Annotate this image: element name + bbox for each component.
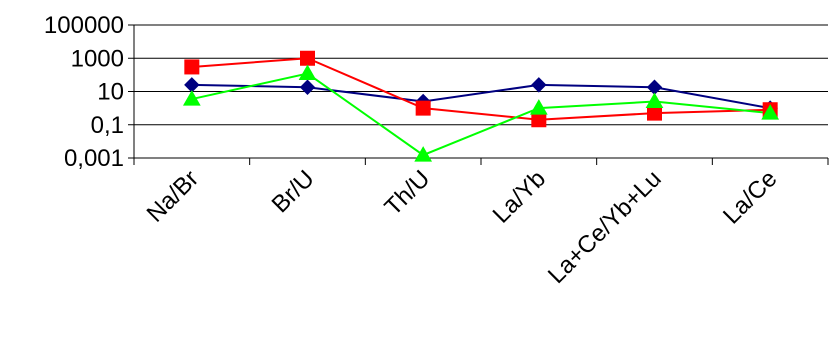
data-point-s3-3 <box>414 146 433 162</box>
series-line-2 <box>191 57 771 121</box>
x-tick-label: Th/U <box>380 165 436 221</box>
x-tick-label: La/Ce <box>718 165 782 229</box>
gridlines <box>134 24 828 159</box>
data-point-s2-5 <box>647 105 662 121</box>
series-line-3 <box>191 72 771 157</box>
y-tick-label: 100000 <box>44 12 124 39</box>
data-point-s1-4 <box>531 77 547 93</box>
series-group <box>182 50 780 162</box>
x-tick-label: La+Ce/Yb+Lu <box>543 165 667 289</box>
x-tick-label: La/Yb <box>488 165 551 228</box>
y-tick-label: 0,1 <box>91 112 124 139</box>
x-tick-label: Br/U <box>267 165 320 218</box>
data-point-s2-2 <box>300 50 315 66</box>
data-point-s2-3 <box>415 100 431 116</box>
data-point-s2-4 <box>531 112 547 128</box>
data-point-s3-4 <box>529 99 548 115</box>
x-tick-label: Na/Br <box>142 165 204 227</box>
data-point-s1-1 <box>184 77 200 93</box>
data-point-s1-2 <box>299 79 316 95</box>
data-point-s2-1 <box>184 59 200 75</box>
series-line-1 <box>191 83 771 110</box>
y-tick-label: 1000 <box>71 45 124 72</box>
data-point-s3-5 <box>645 92 664 109</box>
data-point-s3-6 <box>761 104 780 120</box>
y-axis-ticks: 0,001 0,1 10 1000 100000 <box>44 12 134 172</box>
data-point-s1-5 <box>646 79 663 95</box>
data-point-s3-2 <box>298 64 317 81</box>
data-point-s3-1 <box>182 90 201 106</box>
y-tick-label: 0,001 <box>64 145 124 172</box>
y-tick-label: 10 <box>97 79 124 106</box>
